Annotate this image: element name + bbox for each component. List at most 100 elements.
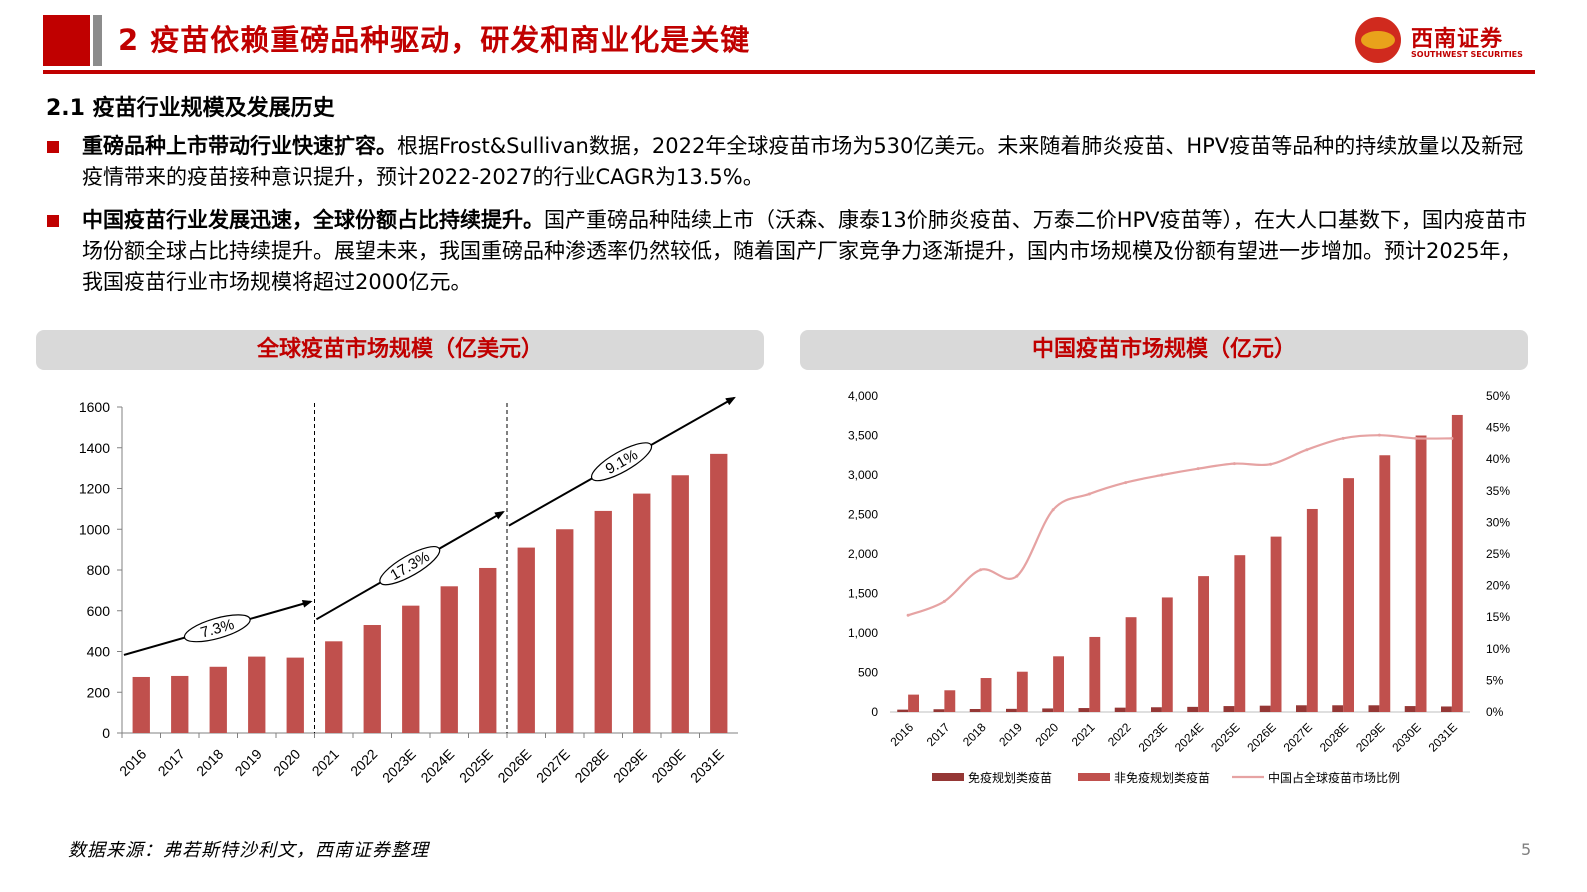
bar-non-immunization-2023E — [1161, 597, 1173, 712]
y-tick-label: 1,000 — [848, 626, 878, 640]
x-tick-label: 2021 — [309, 746, 342, 779]
legend-swatch-2 — [1078, 773, 1110, 781]
y-tick-label: 2,000 — [848, 547, 878, 561]
x-tick-label: 2017 — [924, 720, 953, 749]
bar-immunization-2018 — [969, 708, 981, 712]
page-title: 2 疫苗依赖重磅品种驱动，研发和商业化是关键 — [118, 23, 751, 57]
bar-non-immunization-2027E — [1306, 508, 1318, 712]
x-tick-label: 2022 — [347, 746, 380, 779]
header-gray-block — [93, 15, 102, 66]
left-chart-header: 全球疫苗市场规模（亿美元） — [36, 330, 764, 370]
bar-non-immunization-2016 — [908, 694, 919, 712]
cagr-ellipse — [590, 442, 653, 482]
y-tick-label: 1,500 — [848, 587, 878, 601]
x-tick-label: 2029E — [1353, 720, 1387, 754]
china-share-point-2030E — [1414, 436, 1418, 440]
bullet-text-1: 根据Frost&Sullivan数据，2022年全球疫苗市场为530亿美元。未来… — [82, 134, 1524, 189]
x-tick-label: 2021 — [1069, 720, 1098, 749]
y2-tick-label: 50% — [1486, 389, 1510, 403]
y2-tick-label: 35% — [1486, 484, 1510, 498]
bar-immunization-2025E — [1223, 706, 1235, 712]
bar-non-immunization-2026E — [1270, 536, 1282, 712]
x-tick-label: 2028E — [571, 746, 611, 786]
bar-2023E — [402, 605, 420, 733]
y2-tick-label: 30% — [1486, 515, 1510, 529]
bullet-lead-1: 重磅品种上市带动行业快速扩容。 — [82, 134, 397, 158]
bar-non-immunization-2021 — [1089, 636, 1101, 712]
bar-non-immunization-2017 — [944, 690, 956, 712]
x-tick-label: 2018 — [193, 746, 226, 779]
china-share-point-2029E — [1377, 433, 1381, 437]
x-tick-label: 2027E — [1281, 720, 1315, 754]
bar-2028E — [594, 510, 612, 733]
x-tick-label: 2023E — [1136, 720, 1170, 754]
x-tick-label: 2024E — [417, 746, 457, 786]
bullet-paragraph-2: 中国疫苗行业发展迅速，全球份额占比持续提升。国产重磅品种陆续上市（沃森、康泰13… — [82, 205, 1532, 298]
china-share-point-2021 — [1087, 492, 1091, 496]
bar-immunization-2016 — [897, 709, 909, 712]
y-tick-label: 4,000 — [848, 389, 878, 403]
china-share-point-2023E — [1160, 473, 1164, 477]
bullet-lead-2: 中国疫苗行业发展迅速，全球份额占比持续提升。 — [82, 208, 544, 232]
cagr-ellipse — [379, 546, 441, 586]
bar-2018 — [209, 666, 227, 733]
x-tick-label: 2022 — [1105, 720, 1134, 749]
legend-label-3: 中国占全球疫苗市场比例 — [1268, 770, 1400, 785]
y2-tick-label: 0% — [1486, 705, 1504, 719]
bar-2022 — [363, 625, 381, 733]
bullet-square-icon — [47, 215, 59, 227]
bullet-paragraph-1: 重磅品种上市带动行业快速扩容。根据Frost&Sullivan数据，2022年全… — [82, 131, 1532, 193]
cagr-callout: 7.3% — [183, 614, 251, 643]
x-tick-label: 2025E — [1208, 720, 1242, 754]
bar-2025E — [479, 567, 497, 733]
logo-text-cn: 西南证券 — [1411, 26, 1504, 52]
bar-non-immunization-2031E — [1451, 414, 1463, 712]
company-logo: 西南证券 SOUTHWEST SECURITIES — [1355, 17, 1545, 67]
x-tick-label: 2016 — [116, 746, 149, 779]
x-tick-label: 2029E — [610, 746, 650, 786]
bar-2024E — [440, 586, 458, 733]
legend-label-2: 非免疫规划类疫苗 — [1114, 770, 1210, 785]
legend-swatch-1 — [932, 773, 964, 781]
y-tick-label: 1600 — [79, 399, 110, 415]
bar-2029E — [633, 493, 651, 733]
bar-2020 — [286, 657, 304, 733]
china-share-point-2019 — [1015, 574, 1019, 578]
x-tick-label: 2025E — [456, 746, 496, 786]
china-share-point-2024E — [1196, 467, 1200, 471]
bar-immunization-2030E — [1404, 706, 1416, 712]
china-share-point-2026E — [1269, 462, 1273, 466]
header-rule — [43, 70, 1535, 74]
x-tick-label: 2017 — [155, 746, 188, 779]
bar-2021 — [325, 641, 343, 733]
china-share-point-2018 — [979, 568, 983, 572]
china-share-point-2027E — [1305, 448, 1309, 452]
china-share-line — [907, 434, 1452, 617]
y2-tick-label: 5% — [1486, 673, 1504, 687]
cagr-callout: 9.1% — [590, 442, 653, 482]
china-share-point-2016 — [906, 613, 910, 617]
y2-tick-label: 10% — [1486, 642, 1510, 656]
china-share-point-2031E — [1450, 436, 1454, 440]
china-share-point-2025E — [1232, 462, 1236, 466]
bar-immunization-2017 — [933, 709, 945, 712]
y-tick-label: 600 — [87, 603, 111, 619]
right-chart-header: 中国疫苗市场规模（亿元） — [800, 330, 1528, 370]
y-tick-label: 200 — [87, 684, 111, 700]
bar-2017 — [171, 675, 189, 733]
y2-tick-label: 45% — [1486, 421, 1510, 435]
page-number: 5 — [1521, 840, 1532, 859]
bullet-text-2: 国产重磅品种陆续上市（沃森、康泰13价肺炎疫苗、万泰二价HPV疫苗等），在大人口… — [82, 208, 1528, 294]
bar-non-immunization-2029E — [1379, 455, 1391, 712]
x-tick-label: 2023E — [379, 746, 419, 786]
bar-non-immunization-2022 — [1125, 617, 1137, 712]
y2-tick-label: 15% — [1486, 610, 1510, 624]
x-tick-label: 2026E — [1244, 720, 1278, 754]
x-tick-label: 2019 — [996, 720, 1025, 749]
bar-2016 — [132, 676, 150, 733]
cagr-callout: 17.3% — [379, 546, 441, 586]
bar-2026E — [517, 547, 535, 733]
bar-non-immunization-2020 — [1053, 656, 1064, 712]
bar-non-immunization-2030E — [1415, 435, 1427, 712]
x-tick-label: 2031E — [687, 746, 727, 786]
